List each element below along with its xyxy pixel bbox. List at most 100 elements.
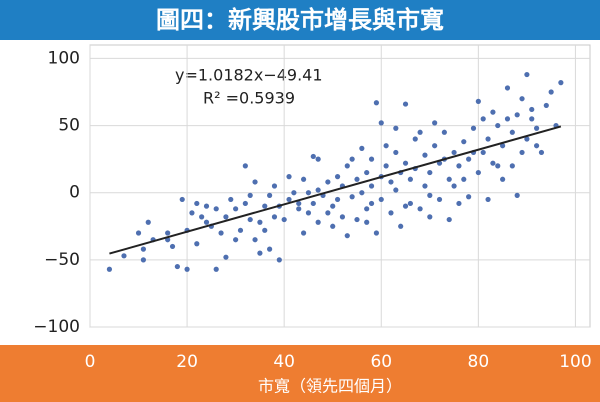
scatter-point [325, 210, 331, 216]
scatter-point [339, 214, 346, 220]
scatter-point [373, 230, 380, 236]
x-tick-label: 20 [176, 352, 198, 372]
scatter-point [344, 233, 350, 239]
scatter-point [456, 200, 462, 207]
scatter-point [514, 192, 520, 198]
scatter-point [194, 241, 200, 247]
scatter-point [242, 163, 248, 169]
scatter-point [257, 250, 263, 256]
scatter-point [441, 129, 447, 135]
scatter-point [184, 266, 190, 272]
scatter-point [485, 196, 491, 203]
scatter-point [378, 196, 384, 203]
scatter-point [368, 183, 375, 189]
scatter-point [271, 214, 278, 220]
scatter-point [436, 196, 443, 203]
scatter-point [432, 143, 438, 149]
scatter-point [296, 200, 302, 207]
scatter-point [402, 160, 409, 166]
scatter-point [233, 206, 239, 212]
scatter-point [368, 156, 375, 162]
scatter-point [519, 149, 525, 156]
scatter-point [495, 122, 501, 129]
scatter-point [480, 116, 486, 122]
scatter-point [213, 266, 219, 272]
scatter-point [485, 136, 491, 142]
y-tick-label: −100 [33, 317, 80, 337]
scatter-point [504, 85, 511, 91]
scatter-point [422, 152, 428, 158]
scatter-point [359, 145, 365, 151]
scatter-point [267, 246, 273, 252]
scatter-point [203, 203, 210, 209]
trend-equation: y=1.0182x−49.41 [175, 66, 323, 85]
scatter-point [388, 179, 394, 185]
scatter-point [305, 210, 312, 216]
scatter-point [504, 116, 511, 122]
scatter-point [432, 120, 438, 126]
scatter-point [398, 223, 404, 229]
scatter-point [252, 237, 258, 243]
x-tick-label: 60 [370, 352, 392, 372]
scatter-point [300, 230, 307, 236]
scatter-point [427, 214, 433, 220]
scatter-point [349, 194, 355, 200]
scatter-point [538, 149, 545, 156]
y-tick-label: −50 [44, 250, 80, 270]
scatter-point [169, 243, 176, 250]
scatter-point [524, 136, 530, 142]
scatter-point [228, 196, 234, 203]
r-squared: R² =0.5939 [203, 89, 295, 108]
scatter-point [543, 102, 549, 109]
scatter-point [262, 227, 268, 233]
scatter-point [252, 179, 258, 185]
scatter-point [145, 219, 151, 225]
scatter-point [315, 219, 321, 225]
scatter-point [427, 169, 433, 176]
scatter-point [106, 266, 113, 272]
y-tick-label: 0 [69, 183, 80, 203]
scatter-point [461, 139, 467, 145]
scatter-point [412, 136, 418, 142]
scatter-point [427, 192, 433, 198]
scatter-point [257, 219, 263, 225]
scatter-point [490, 160, 496, 166]
scatter-point [378, 120, 384, 126]
scatter-point [315, 187, 321, 193]
scatter-point [456, 163, 462, 169]
x-axis-label: 市寬（領先四個月） [258, 377, 402, 396]
scatter-point [281, 216, 287, 223]
scatter-point [271, 183, 278, 189]
scatter-point [461, 176, 467, 182]
scatter-point [344, 163, 350, 169]
scatter-point [475, 98, 481, 104]
x-tick-label: 80 [468, 352, 490, 372]
scatter-point [402, 203, 409, 209]
scatter-point [334, 174, 341, 180]
y-tick-label: 50 [58, 116, 80, 136]
scatter-point [194, 200, 200, 207]
scatter-point [267, 192, 273, 198]
scatter-point [509, 129, 515, 135]
scatter-point [524, 71, 530, 78]
scatter-point [310, 153, 316, 160]
scatter-point [189, 210, 195, 216]
scatter-point [548, 89, 554, 95]
x-axis-band [0, 345, 600, 402]
scatter-point [495, 163, 501, 169]
scatter-point [262, 203, 268, 209]
scatter-point [383, 163, 389, 169]
scatter-point [300, 176, 307, 182]
scatter-point [558, 80, 564, 86]
scatter-point [121, 253, 127, 259]
scatter-point [407, 200, 413, 207]
scatter-point [402, 101, 409, 107]
scatter-point [519, 96, 525, 102]
x-tick-label: 0 [85, 352, 96, 372]
scatter-point [174, 263, 180, 270]
scatter-point [330, 203, 336, 209]
scatter-point [422, 183, 428, 189]
scatter-point [388, 210, 394, 216]
scatter-point [490, 109, 496, 115]
